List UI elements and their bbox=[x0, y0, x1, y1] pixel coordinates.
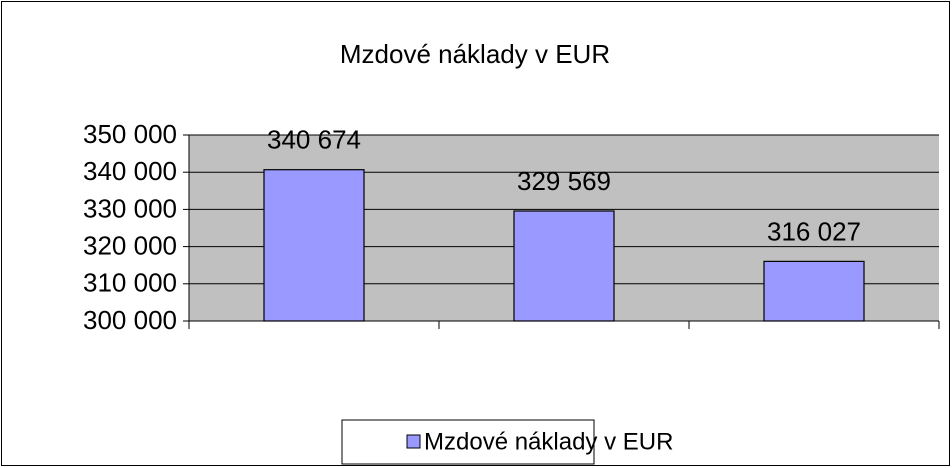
legend-label: Mzdové náklady v EUR bbox=[424, 428, 673, 455]
y-tick-label: 340 000 bbox=[83, 156, 177, 186]
y-tick-label: 350 000 bbox=[83, 119, 177, 149]
data-label: 316 027 bbox=[767, 216, 861, 246]
chart-title: Mzdové náklady v EUR bbox=[340, 39, 610, 69]
data-label: 340 674 bbox=[267, 125, 361, 155]
y-tick-label: 310 000 bbox=[83, 268, 177, 298]
bar bbox=[513, 210, 615, 322]
legend-box bbox=[341, 419, 595, 465]
bar bbox=[763, 260, 865, 322]
bar bbox=[263, 169, 365, 322]
legend-swatch bbox=[406, 434, 421, 449]
y-tick-label: 330 000 bbox=[83, 193, 177, 223]
y-tick-label: 320 000 bbox=[83, 230, 177, 260]
data-label: 329 569 bbox=[517, 166, 611, 196]
y-tick-label: 300 000 bbox=[83, 305, 177, 335]
